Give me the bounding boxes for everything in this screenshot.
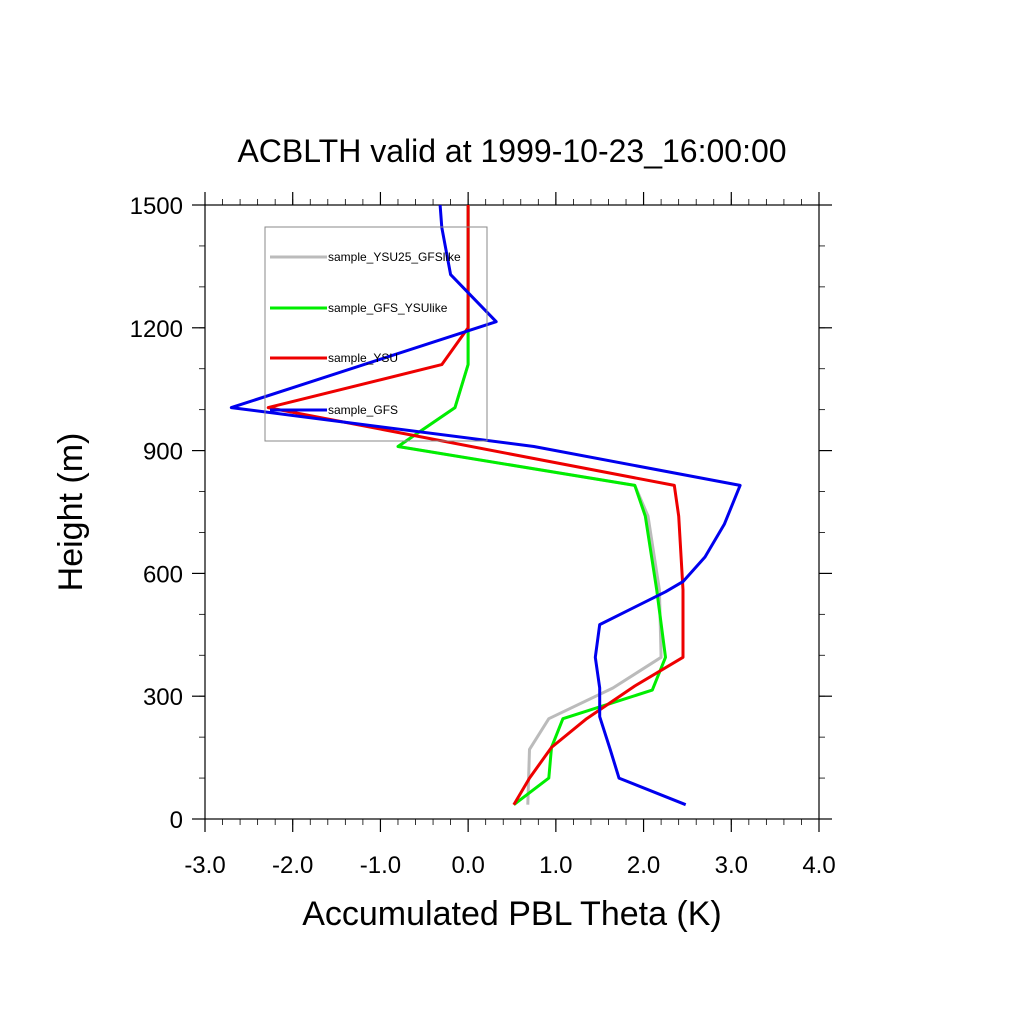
series-line <box>229 204 742 807</box>
legend: sample_YSU25_GFSlike sample_GFS_YSUlikesa… <box>264 226 488 442</box>
legend-label: sample_YSU <box>328 351 398 365</box>
major-ticks <box>192 192 832 832</box>
y-tick-label: 600 <box>143 561 183 588</box>
y-tick-label: 0 <box>170 807 183 834</box>
x-tick-label: 3.0 <box>715 852 748 879</box>
y-axis-label: Height (m) <box>52 433 90 592</box>
x-tick-label: 2.0 <box>627 852 660 879</box>
legend-label: sample_YSU25_GFSlike <box>328 250 461 264</box>
legend-label: sample_GFS_YSUlike <box>328 301 448 315</box>
legend-label: sample_GFS <box>328 403 398 417</box>
x-tick-labels: -3.0 -2.0 -1.0 0.0 1.0 2.0 3.0 4.0 <box>184 852 835 879</box>
x-tick-label: 1.0 <box>539 852 572 879</box>
x-tick-label: -3.0 <box>184 852 225 879</box>
y-tick-label: 900 <box>143 439 183 466</box>
x-tick-label: -2.0 <box>272 852 313 879</box>
x-axis-label: Accumulated PBL Theta (K) <box>302 895 722 933</box>
x-tick-label: -1.0 <box>360 852 401 879</box>
series-line <box>396 205 667 806</box>
y-tick-label: 1200 <box>130 316 183 343</box>
legend-box <box>264 226 488 442</box>
x-tick-label: 4.0 <box>802 852 835 879</box>
y-tick-label: 1500 <box>130 193 183 220</box>
series-line <box>266 205 685 806</box>
plot-area <box>192 192 832 832</box>
chart-title: ACBLTH valid at 1999-10-23_16:00:00 <box>237 133 786 169</box>
plot-frame <box>204 204 820 820</box>
series-line <box>396 205 663 805</box>
y-tick-label: 300 <box>143 684 183 711</box>
minor-ticks <box>199 199 825 825</box>
series-lines <box>229 204 742 807</box>
y-tick-labels: 0 300 600 900 1200 1500 <box>130 193 183 834</box>
x-tick-label: 0.0 <box>451 852 484 879</box>
